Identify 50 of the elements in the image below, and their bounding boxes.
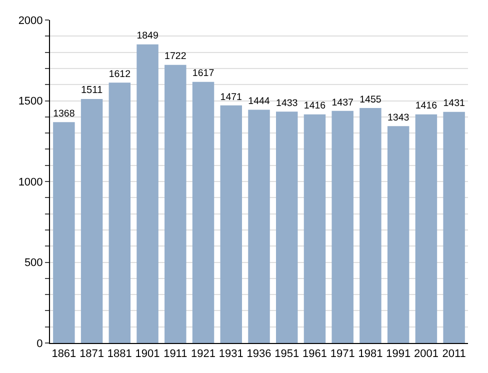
data-label: 1455 [360,94,382,106]
bar [304,114,326,343]
data-label: 1431 [443,98,465,110]
x-tick-label: 1991 [386,348,411,360]
bar [53,122,75,343]
bar [164,64,186,343]
y-tick-label: 2000 [18,14,43,27]
bar [332,110,354,343]
data-label: 1722 [164,51,186,62]
y-tick-label: 500 [24,257,43,270]
data-label: 1368 [53,108,75,120]
bar [136,44,158,343]
data-label: 1617 [192,68,214,80]
data-label: 1437 [332,97,354,108]
x-tick-label: 1881 [107,348,132,360]
y-tick-label: 1000 [18,176,43,188]
data-label: 1471 [220,92,242,103]
x-tick-label: 1921 [191,348,216,360]
bar [108,82,131,343]
x-tick-label: 1936 [246,348,272,360]
x-tick-label: 1961 [302,348,327,360]
data-label: 1849 [136,30,158,42]
x-tick-label: 1971 [330,348,355,360]
x-tick-label: 1981 [358,348,383,360]
bar [276,112,298,343]
bar [192,82,214,343]
data-label: 1416 [415,100,438,112]
y-tick-label: 1500 [18,96,43,108]
data-label: 1511 [80,85,104,96]
bar [443,112,465,343]
data-label: 1433 [276,98,298,109]
bar [415,114,438,343]
x-tick-label: 1901 [135,348,160,360]
bar [360,108,382,343]
x-tick-label: 1871 [80,348,104,360]
x-tick-label: 1911 [164,348,188,360]
x-tick-label: 2001 [414,348,438,360]
data-label: 1343 [387,112,410,124]
x-tick-label: 1861 [52,348,76,360]
data-label: 1416 [304,100,326,112]
bar [248,110,270,343]
x-tick-label: 1931 [218,348,244,360]
y-tick-label: 0 [36,338,43,350]
data-label: 1612 [108,68,131,80]
data-label: 1444 [248,96,270,108]
bar [220,105,242,343]
x-tick-label: 2011 [442,348,466,360]
bar [387,126,410,343]
x-tick-label: 1951 [274,348,300,360]
bar [80,98,103,343]
